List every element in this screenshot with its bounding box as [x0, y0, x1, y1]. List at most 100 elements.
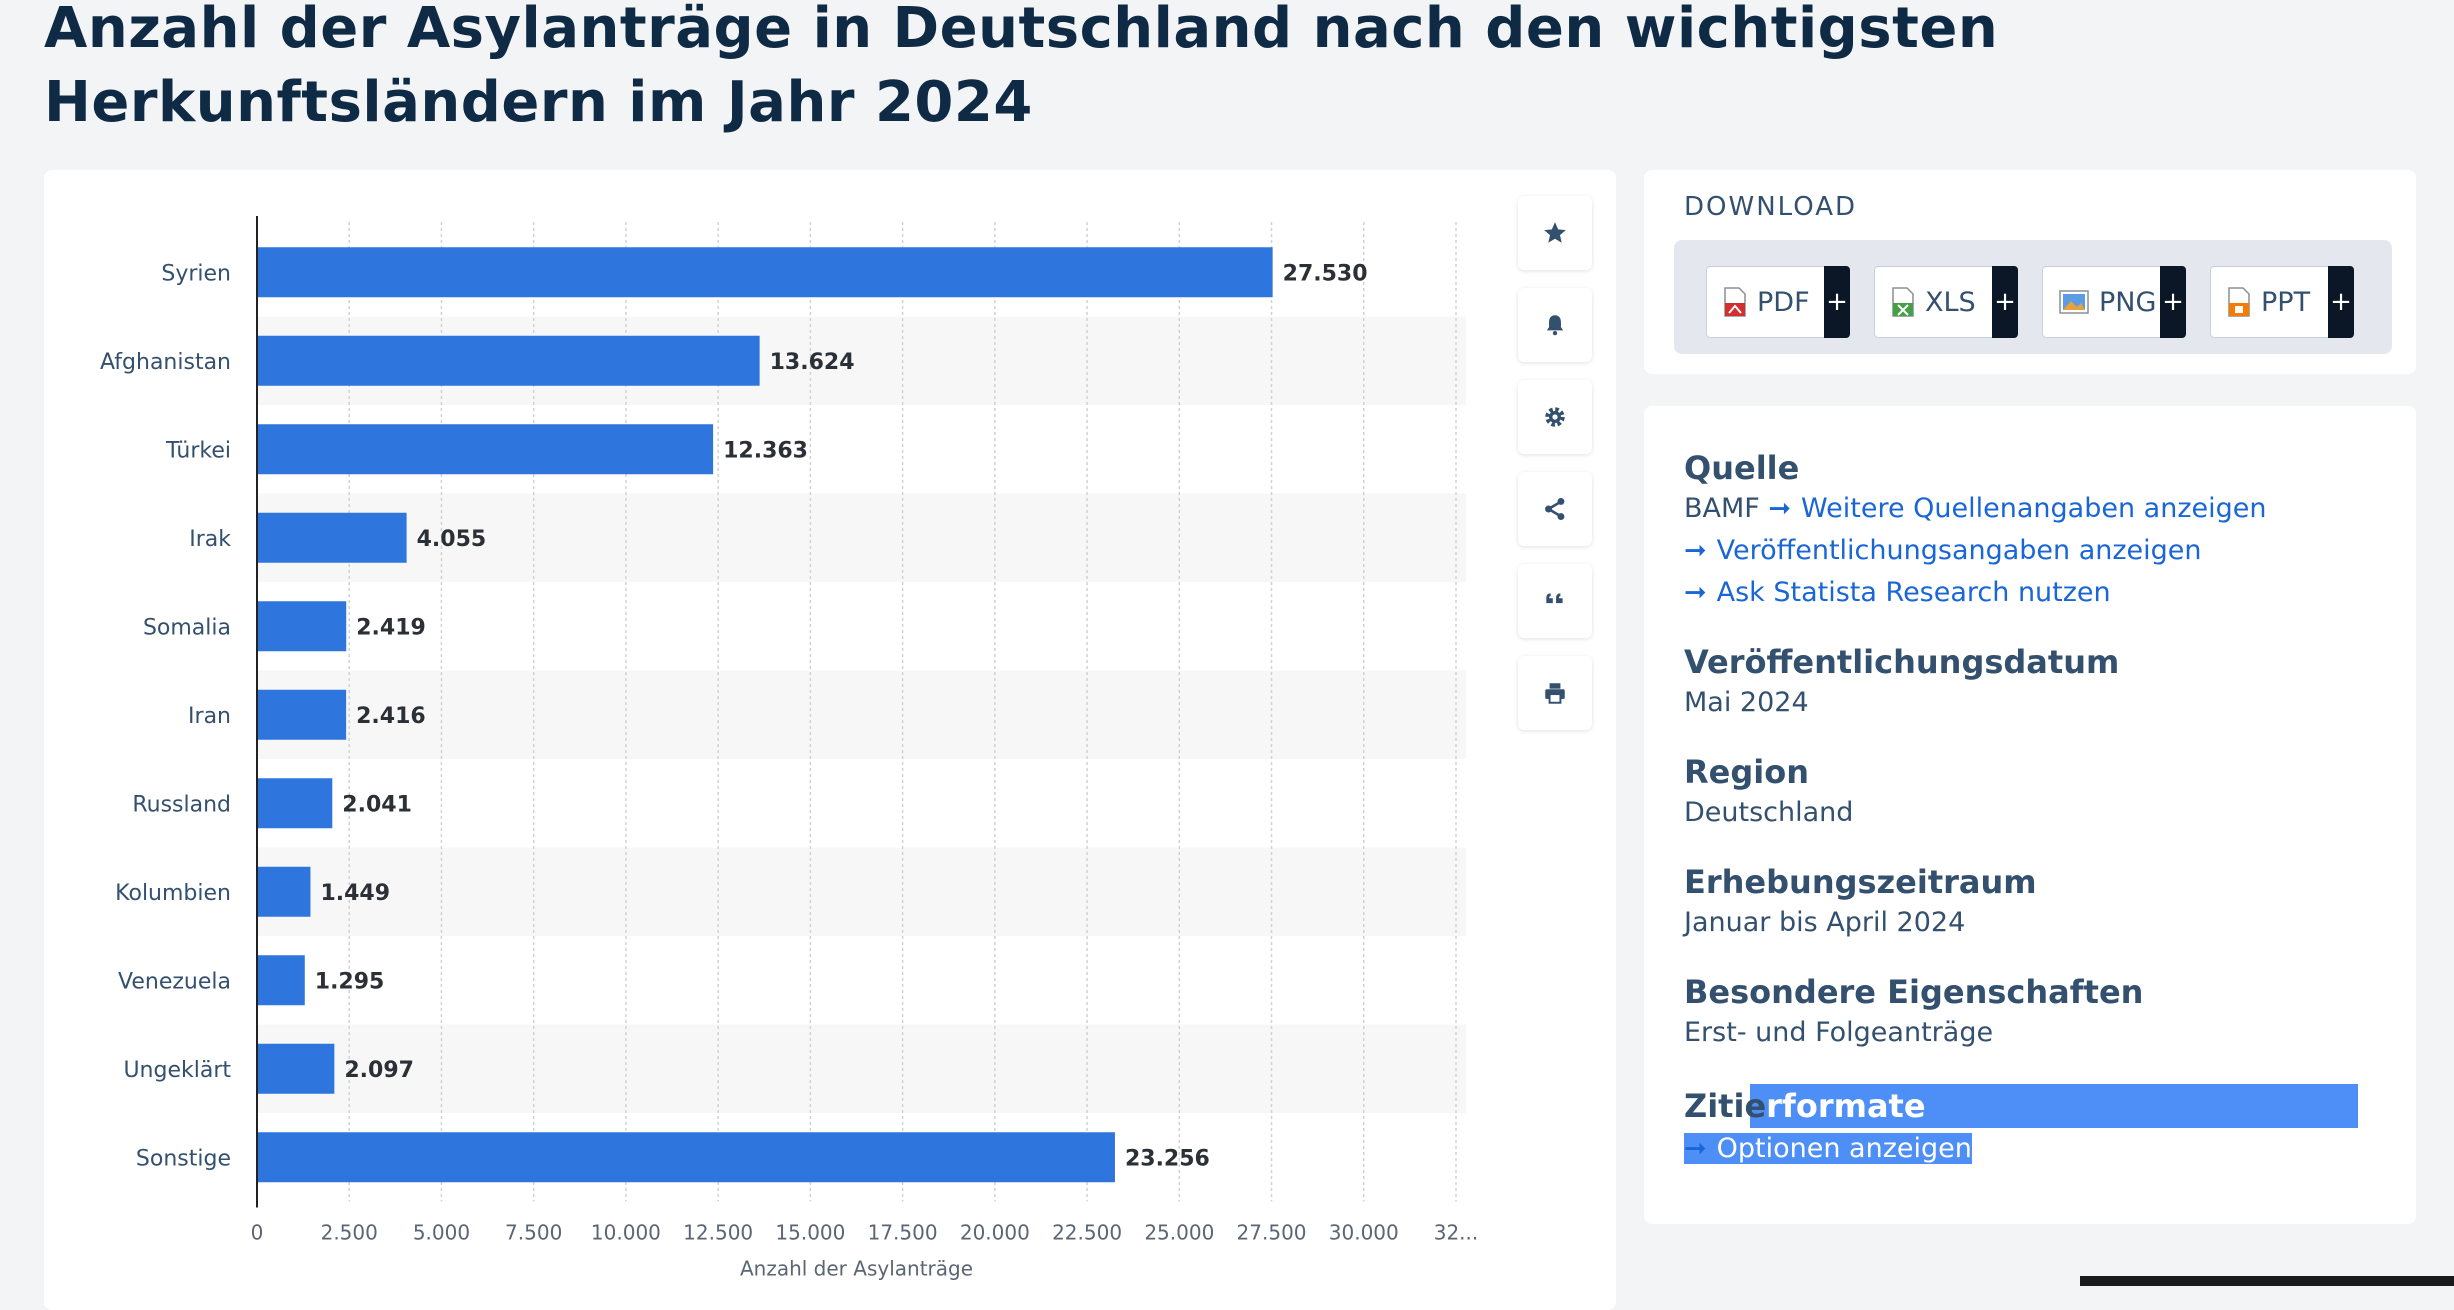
special-value: Erst- und Folgeanträge — [1684, 1017, 1994, 1048]
region-section: Region Deutschland — [1684, 752, 1853, 834]
category-label: Afghanistan — [100, 350, 231, 375]
citation-label-row: Zitierformate — [1684, 1084, 2384, 1128]
download-png-label: PNG — [2099, 286, 2157, 318]
x-tick-label: 10.000 — [591, 1221, 661, 1245]
bar[interactable] — [257, 689, 347, 740]
print-icon — [1545, 683, 1565, 704]
value-label: 1.295 — [315, 969, 385, 994]
source-row: BAMF ➞ Weitere Quellenangaben anzeigen — [1684, 488, 2266, 530]
print-button[interactable] — [1518, 656, 1592, 730]
settings-button[interactable] — [1518, 380, 1592, 454]
x-tick-label: 22.500 — [1052, 1221, 1122, 1245]
x-tick-label: 30.000 — [1329, 1221, 1399, 1245]
x-tick-label: 25.000 — [1144, 1221, 1214, 1245]
gear-icon — [1545, 407, 1565, 427]
x-tick-label: 5.000 — [413, 1221, 470, 1245]
bar[interactable] — [257, 601, 347, 652]
publication-row[interactable]: ➞ Veröffentlichungsangaben anzeigen — [1684, 530, 2266, 572]
pubdate-value: Mai 2024 — [1684, 687, 1809, 718]
citation-label-end: rformate — [1766, 1087, 1926, 1125]
download-tray: PDF + XLS + PNG + PPT + — [1674, 240, 2392, 354]
download-png-button[interactable]: PNG + — [2042, 266, 2186, 338]
bar[interactable] — [257, 335, 760, 386]
favorite-button[interactable] — [1518, 196, 1592, 270]
citation-section: Zitierformate ➞ Optionen anzeigen — [1684, 1084, 2384, 1170]
bar-chart: Syrien 27.530 Afghanistan 13.624 Türkei 12.36… — [100, 216, 1478, 1281]
text-selection-highlight — [1750, 1084, 2358, 1128]
bar[interactable] — [257, 778, 333, 829]
period-value: Januar bis April 2024 — [1684, 907, 1966, 938]
source-details-link[interactable]: Weitere Quellenangaben anzeigen — [1801, 493, 2267, 524]
download-png-plus[interactable]: + — [2160, 266, 2186, 338]
notification-button[interactable] — [1518, 288, 1592, 362]
value-label: 23.256 — [1125, 1146, 1210, 1171]
download-pdf-label: PDF — [1757, 286, 1810, 318]
value-label: 1.449 — [320, 881, 390, 906]
pdf-file-icon — [1724, 287, 1746, 317]
x-tick-label: 15.000 — [775, 1221, 845, 1245]
x-axis-title: Anzahl der Asylanträge — [740, 1257, 973, 1281]
arrow-right-icon: ➞ — [1768, 493, 1792, 524]
row-band — [257, 847, 1466, 936]
png-file-icon — [2059, 290, 2089, 314]
value-label: 12.363 — [723, 438, 808, 463]
chart-toolbar — [1518, 196, 1594, 748]
citation-label-start: Zitie — [1684, 1087, 1767, 1125]
category-label: Somalia — [143, 615, 231, 640]
value-label: 2.041 — [342, 792, 412, 817]
cite-button[interactable] — [1518, 564, 1592, 638]
download-xls-plus[interactable]: + — [1992, 266, 2018, 338]
row-band — [257, 670, 1466, 759]
download-ppt-plus[interactable]: + — [2328, 266, 2354, 338]
value-label: 2.419 — [356, 615, 426, 640]
category-label: Ungeklärt — [123, 1058, 231, 1083]
bar[interactable] — [257, 424, 714, 475]
bar[interactable] — [257, 955, 305, 1006]
download-xls-button[interactable]: XLS + — [1874, 266, 2018, 338]
row-band — [257, 493, 1466, 582]
source-label: Quelle — [1684, 449, 1800, 487]
bar[interactable] — [257, 866, 311, 917]
star-icon — [1544, 222, 1566, 243]
research-row[interactable]: ➞ Ask Statista Research nutzen — [1684, 572, 2266, 614]
citation-label: Zitierformate — [1684, 1084, 2384, 1128]
ask-research-link[interactable]: Ask Statista Research nutzen — [1716, 577, 2111, 608]
period-section: Erhebungszeitraum Januar bis April 2024 — [1684, 862, 2037, 944]
x-tick-label: 7.500 — [505, 1221, 562, 1245]
source-section: Quelle BAMF ➞ Weitere Quellenangaben anze… — [1684, 448, 2266, 614]
category-label: Kolumbien — [115, 881, 231, 906]
publication-details-link[interactable]: Veröffentlichungsangaben anzeigen — [1716, 535, 2202, 566]
arrow-right-icon: ➞ — [1684, 1133, 1707, 1164]
citation-row[interactable]: ➞ Optionen anzeigen — [1684, 1128, 2384, 1170]
row-band — [257, 1024, 1466, 1113]
page-title: Anzahl der Asylanträge in Deutschland na… — [44, 0, 1999, 135]
share-button[interactable] — [1518, 472, 1592, 546]
download-ppt-button[interactable]: PPT + — [2210, 266, 2354, 338]
download-pdf-button[interactable]: PDF + — [1706, 266, 1850, 338]
bar[interactable] — [257, 247, 1273, 298]
category-label: Syrien — [161, 261, 231, 286]
download-panel: DOWNLOAD PDF + XLS + PNG + PPT + — [1644, 170, 2416, 374]
quote-icon — [1546, 593, 1563, 604]
x-tick-label: 12.500 — [683, 1221, 753, 1245]
share-icon — [1545, 497, 1565, 521]
value-label: 2.416 — [356, 704, 426, 729]
bar[interactable] — [257, 1043, 335, 1094]
region-label: Region — [1684, 753, 1809, 791]
category-label: Sonstige — [136, 1146, 231, 1171]
category-label: Türkei — [165, 438, 231, 463]
bar[interactable] — [257, 512, 407, 563]
source-value: BAMF — [1684, 493, 1760, 524]
citation-options-link[interactable]: Optionen anzeigen — [1716, 1133, 1972, 1164]
download-pdf-plus[interactable]: + — [1824, 266, 1850, 338]
bar[interactable] — [257, 1132, 1115, 1183]
value-label: 4.055 — [417, 527, 487, 552]
category-label: Iran — [188, 704, 231, 729]
special-label: Besondere Eigenschaften — [1684, 973, 2144, 1011]
info-panel: Quelle BAMF ➞ Weitere Quellenangaben anze… — [1644, 406, 2416, 1224]
x-tick-label: 20.000 — [960, 1221, 1030, 1245]
background-strip — [2080, 1276, 2454, 1286]
pubdate-section: Veröffentlichungsdatum Mai 2024 — [1684, 642, 2119, 724]
bell-icon — [1546, 315, 1564, 336]
x-tick-label: 0 — [251, 1221, 264, 1245]
